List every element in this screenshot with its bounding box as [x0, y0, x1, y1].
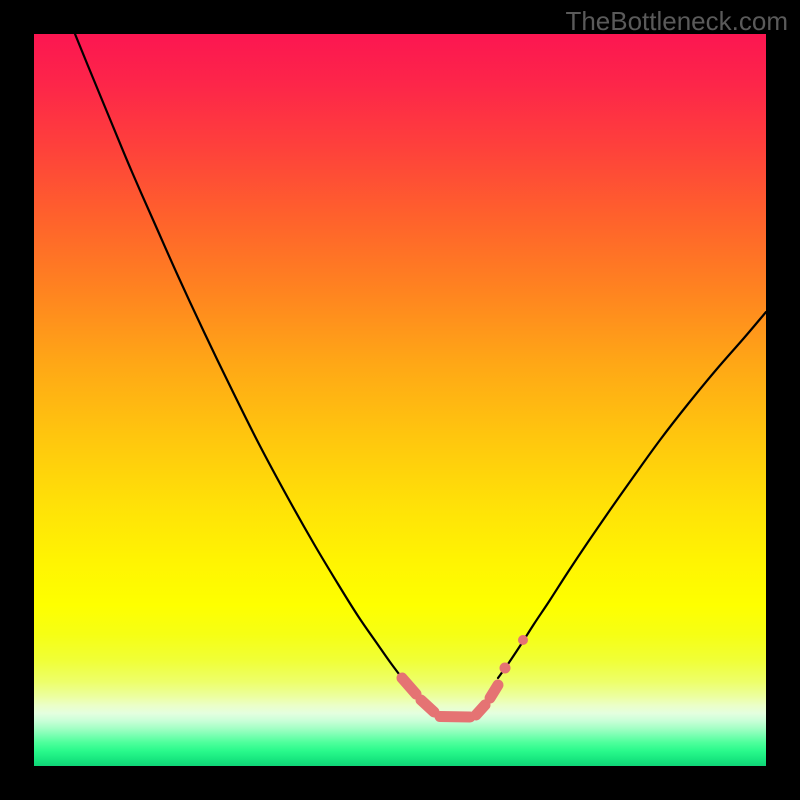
chart-container: TheBottleneck.com [0, 0, 800, 800]
bottleneck-curve-overlay [0, 0, 800, 800]
watermark-text: TheBottleneck.com [565, 6, 788, 37]
